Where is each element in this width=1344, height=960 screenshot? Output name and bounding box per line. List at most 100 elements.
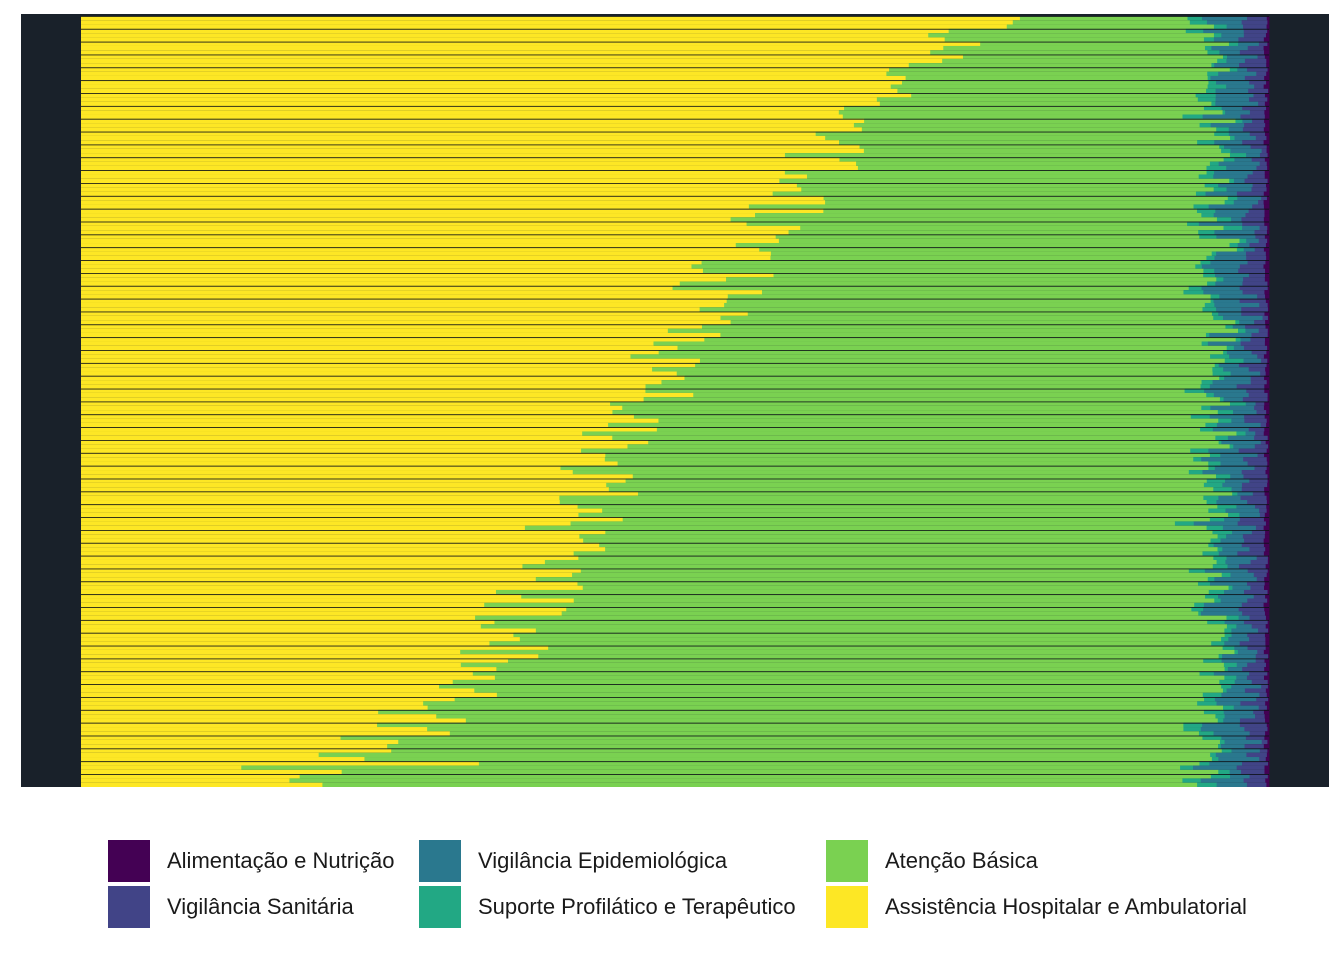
bar-segment-1 bbox=[1236, 384, 1265, 389]
bar-segment-1 bbox=[1248, 273, 1266, 278]
bar-separator bbox=[81, 645, 1269, 647]
bar-segment-5 bbox=[81, 320, 731, 325]
bar-segment-2 bbox=[1200, 778, 1244, 783]
bar-segment-4 bbox=[524, 525, 1207, 530]
bar-segment-1 bbox=[1259, 225, 1268, 231]
bar-segment-4 bbox=[544, 559, 1217, 565]
bar-segment-1 bbox=[1239, 722, 1267, 728]
bar-segment-5 bbox=[81, 671, 473, 676]
bar-segment-5 bbox=[81, 641, 490, 646]
bar-segment-1 bbox=[1257, 200, 1264, 205]
bar-separator bbox=[81, 671, 1269, 673]
bar-segment-3 bbox=[1217, 547, 1223, 552]
bar-segment-5 bbox=[81, 731, 450, 736]
bar-segment-0 bbox=[1267, 679, 1270, 685]
bar-segment-2 bbox=[1229, 774, 1250, 779]
bar-segment-3 bbox=[1206, 255, 1215, 261]
bar-segment-5 bbox=[81, 58, 943, 64]
bar-segment-4 bbox=[449, 731, 1199, 736]
bar-segment-3 bbox=[1231, 491, 1238, 496]
bar-segment-5 bbox=[81, 504, 578, 509]
bar-segment-1 bbox=[1241, 482, 1268, 488]
bar-segment-5 bbox=[81, 170, 785, 175]
bar-segment-2 bbox=[1218, 161, 1260, 166]
bar-segment-5 bbox=[81, 84, 891, 89]
bar-segment-3 bbox=[1217, 534, 1227, 539]
bar-segment-4 bbox=[730, 217, 1217, 222]
legend-swatch-suporte bbox=[419, 886, 461, 928]
bar-segment-2 bbox=[1220, 598, 1248, 603]
bar-segment-3 bbox=[1211, 63, 1215, 68]
bar-segment-0 bbox=[1263, 649, 1270, 655]
bar-segment-2 bbox=[1213, 392, 1249, 398]
bar-segment-0 bbox=[1266, 230, 1270, 235]
bar-segment-4 bbox=[661, 380, 1202, 385]
bar-segment-2 bbox=[1213, 671, 1250, 676]
bar-segment-1 bbox=[1254, 444, 1269, 449]
bar-separator bbox=[81, 337, 1269, 339]
bar-separator bbox=[81, 684, 1269, 685]
bar-segment-1 bbox=[1241, 611, 1265, 616]
bar-segment-3 bbox=[1185, 28, 1204, 34]
bar-segment-2 bbox=[1223, 641, 1240, 646]
bar-segment-0 bbox=[1264, 114, 1270, 119]
bar-segment-1 bbox=[1257, 628, 1269, 633]
bar-segment-2 bbox=[1219, 452, 1258, 458]
bar-segment-0 bbox=[1263, 602, 1270, 608]
bar-segment-4 bbox=[561, 611, 1199, 616]
bar-segment-4 bbox=[796, 183, 1205, 188]
bar-segment-2 bbox=[1214, 465, 1255, 471]
bar-segment-2 bbox=[1228, 354, 1258, 359]
bar-segment-3 bbox=[1202, 307, 1217, 312]
bar-segment-5 bbox=[81, 178, 780, 184]
bar-segment-1 bbox=[1248, 671, 1268, 676]
bar-segment-5 bbox=[81, 465, 561, 471]
bar-segment-5 bbox=[81, 744, 388, 749]
bar-segment-5 bbox=[81, 778, 290, 783]
bar-segment-5 bbox=[81, 101, 880, 106]
bar-segment-4 bbox=[699, 358, 1225, 363]
bar-segment-3 bbox=[1199, 123, 1211, 128]
bar-segment-0 bbox=[1263, 577, 1270, 582]
bar-segment-0 bbox=[1266, 135, 1270, 141]
bar-segment-0 bbox=[1267, 178, 1270, 184]
legend: Alimentação e Nutrição Vigilância Sanitá… bbox=[0, 820, 1344, 960]
bar-segment-1 bbox=[1255, 658, 1265, 663]
bar-segment-0 bbox=[1267, 727, 1270, 732]
bar-segment-5 bbox=[81, 667, 497, 672]
bar-segment-4 bbox=[667, 328, 1239, 333]
bar-segment-0 bbox=[1263, 247, 1270, 252]
bar-segment-3 bbox=[1220, 637, 1229, 642]
bar-segment-0 bbox=[1263, 744, 1270, 749]
bar-segment-4 bbox=[608, 487, 1214, 492]
bar-segment-4 bbox=[748, 204, 1194, 209]
bar-segment-1 bbox=[1255, 654, 1269, 659]
bar-segment-0 bbox=[1263, 37, 1270, 42]
bar-segment-2 bbox=[1212, 174, 1248, 179]
bar-segment-3 bbox=[1200, 260, 1211, 265]
bar-segment-1 bbox=[1239, 718, 1266, 723]
bar-segment-5 bbox=[81, 397, 644, 402]
bar-segment-0 bbox=[1264, 234, 1270, 239]
bar-segment-4 bbox=[535, 577, 1208, 582]
bar-segment-1 bbox=[1259, 371, 1266, 376]
bar-segment-3 bbox=[1215, 127, 1229, 132]
bar-segment-5 bbox=[81, 243, 736, 248]
bar-segment-3 bbox=[1235, 337, 1241, 342]
bar-segment-5 bbox=[81, 332, 721, 338]
bar-segment-2 bbox=[1220, 461, 1248, 466]
bar-segment-4 bbox=[604, 452, 1210, 458]
bar-segment-0 bbox=[1264, 54, 1270, 59]
bar-segment-1 bbox=[1258, 302, 1268, 308]
bar-segment-5 bbox=[81, 298, 727, 303]
bar-segment-0 bbox=[1266, 358, 1270, 363]
bar-segment-0 bbox=[1267, 559, 1270, 565]
bar-segment-5 bbox=[81, 144, 860, 149]
bar-segment-1 bbox=[1243, 28, 1268, 34]
bar-segment-4 bbox=[483, 602, 1195, 608]
bar-segment-0 bbox=[1265, 260, 1270, 265]
bar-separator bbox=[81, 16, 1269, 17]
bar-segment-5 bbox=[81, 93, 912, 98]
bar-segment-1 bbox=[1238, 362, 1267, 368]
bar-segment-2 bbox=[1234, 679, 1252, 685]
